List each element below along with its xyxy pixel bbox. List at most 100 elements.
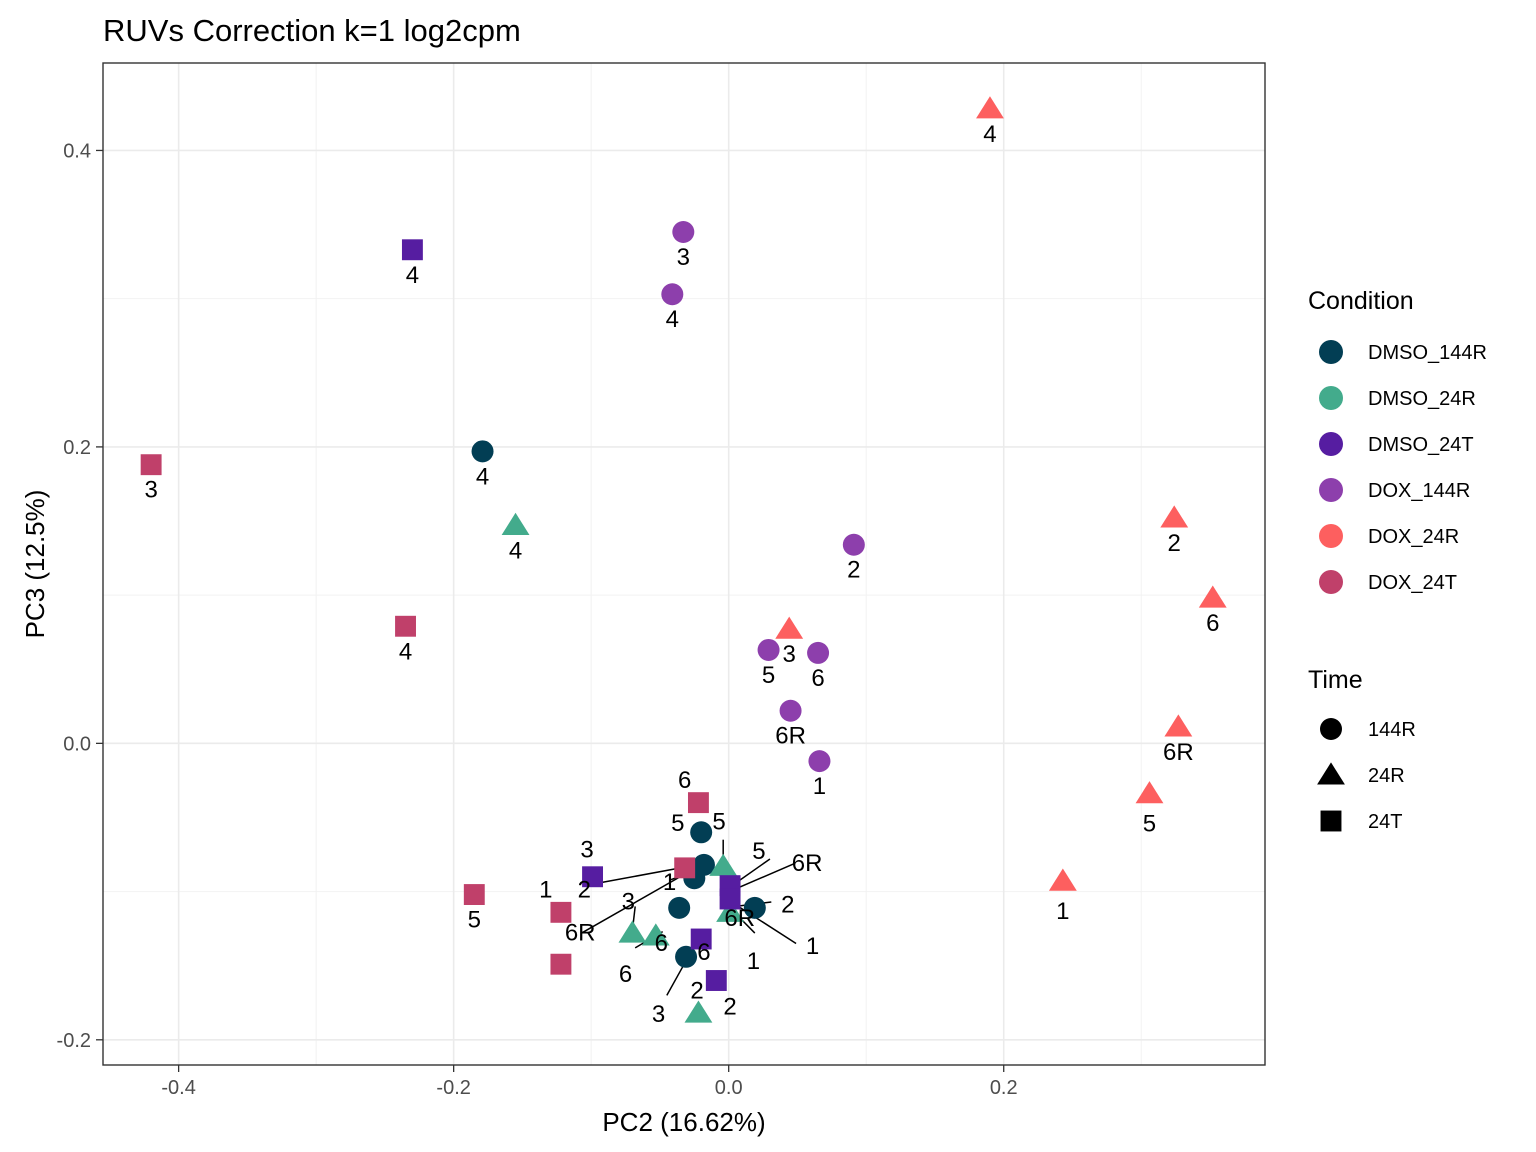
point-label: 3 (652, 1001, 665, 1028)
point-dox-24r-5 (1135, 781, 1164, 804)
legend-label: 24T (1368, 811, 1402, 833)
y-axis-ticks: -0.2 0.0 0.2 0.4 (57, 140, 103, 1052)
x-axis-ticks: -0.4 -0.2 0.0 0.2 (161, 1065, 1018, 1099)
point-dox-24r-4 (976, 96, 1004, 119)
legend-key-dmso-24t (1319, 432, 1343, 456)
point-dox-24t-5 (463, 884, 485, 905)
point-label: 3 (622, 888, 635, 915)
point-label: 2 (578, 877, 591, 904)
legend-key-24r (1317, 762, 1345, 785)
leader-line (731, 901, 797, 945)
data-points (140, 96, 1227, 1023)
legend-label: 24R (1368, 765, 1405, 787)
point-dox-144r-6 (807, 641, 830, 664)
point-dox-144r-2 (842, 533, 865, 556)
point-dmso-24r-5 (709, 853, 738, 876)
point-label: 5 (712, 808, 725, 835)
point-label: 6R (565, 920, 596, 947)
point-label: 4 (476, 463, 489, 490)
y-tick-label: -0.2 (57, 1030, 91, 1052)
point-label: 2 (690, 977, 703, 1004)
point-label: 6R (792, 850, 823, 877)
legend: Condition DMSO_144R DMSO_24R DMSO_24T DOX_1… (1308, 287, 1487, 833)
legend-key-24t (1320, 810, 1342, 832)
point-label: 6 (1206, 610, 1219, 637)
leader-line (666, 965, 684, 996)
point-dmso-144r-5 (690, 821, 713, 844)
point-dox-144r-3 (672, 220, 695, 243)
point-dmso-24t-6 (690, 928, 712, 950)
point-dox-24t-2 (674, 857, 696, 879)
chart-title: RUVs Correction k=1 log2cpm (103, 13, 521, 48)
legend-label: DMSO_24R (1368, 388, 1476, 410)
point-dox-144r-5 (757, 638, 780, 661)
legend-label: DMSO_144R (1368, 342, 1487, 364)
legend-key-dox-24r (1319, 524, 1343, 548)
point-dox-24r-6r (1164, 714, 1193, 737)
point-dox-24r-6 (1198, 585, 1227, 608)
leader-line (592, 867, 681, 885)
point-dmso-24t-2 (705, 970, 727, 991)
legend-label: DMSO_24T (1368, 434, 1474, 456)
point-dox-24r-1 (1048, 868, 1077, 891)
point-dmso-24r-3 (618, 920, 647, 943)
point-dmso-24t-1 (719, 888, 741, 910)
x-tick-label: 0.2 (990, 1077, 1018, 1099)
point-dox-24t-6 (687, 792, 709, 814)
point-dmso-24t-3 (582, 866, 604, 888)
point-label: 1 (806, 933, 819, 960)
point-label: 2 (1168, 530, 1181, 557)
point-label: 3 (144, 477, 157, 504)
legend-label: 144R (1368, 719, 1416, 741)
legend-condition-title: Condition (1308, 287, 1414, 315)
point-label: 6 (678, 767, 691, 794)
y-tick-label: 0.4 (63, 140, 91, 162)
y-tick-label: 0.0 (63, 733, 91, 755)
point-dox-24t-4 (395, 615, 416, 637)
point-dox-24r-2 (1160, 505, 1189, 528)
point-label: 4 (509, 537, 522, 564)
point-dox-24r-3 (775, 616, 804, 639)
y-axis-title: PC3 (12.5%) (20, 490, 50, 639)
point-label: 1 (1056, 898, 1069, 925)
legend-key-144r (1320, 718, 1342, 740)
point-dmso-144r-4 (471, 440, 494, 463)
point-dox-144r-1 (808, 750, 831, 773)
y-tick-label: 0.2 (63, 437, 91, 459)
point-dmso-144r-3 (668, 896, 691, 919)
point-dmso-144r-6 (675, 945, 698, 968)
point-label: 1 (539, 877, 552, 904)
legend-key-dmso-24r (1319, 386, 1343, 410)
point-label: 1 (747, 948, 760, 975)
point-dox-24t-3 (140, 454, 162, 476)
point-dmso-144r-6r (692, 853, 715, 876)
leader-line (732, 862, 795, 891)
point-dox-24t-6r (550, 953, 572, 975)
legend-label: DOX_24R (1368, 526, 1459, 548)
point-dmso-24t-4 (401, 239, 423, 261)
point-label: 5 (752, 838, 765, 865)
legend-time-entries: 144R 24R 24T (1317, 718, 1416, 833)
point-label: 6 (655, 930, 668, 957)
point-label: 5 (671, 810, 684, 837)
point-label: 3 (580, 837, 593, 864)
point-label: 3 (783, 641, 796, 668)
point-label: 6 (697, 939, 710, 966)
legend-label: DOX_24T (1368, 572, 1457, 594)
plot-panel-border (102, 62, 1266, 1066)
point-label: 6R (724, 905, 755, 932)
point-dox-144r-6r (779, 699, 802, 722)
point-dmso-24r-2 (684, 1000, 713, 1023)
point-label: 1 (813, 773, 826, 800)
point-dox-24t-1 (550, 901, 572, 923)
point-label: 4 (399, 638, 412, 665)
legend-key-dmso-144r (1319, 340, 1343, 364)
point-label: 5 (762, 662, 775, 689)
point-dmso-24r-1 (716, 899, 744, 922)
point-label: 4 (406, 262, 419, 289)
point-dmso-24r-6 (641, 923, 670, 946)
point-label: 3 (677, 244, 690, 271)
x-tick-label: 0.0 (715, 1077, 743, 1099)
point-label: 6R (1163, 739, 1194, 766)
